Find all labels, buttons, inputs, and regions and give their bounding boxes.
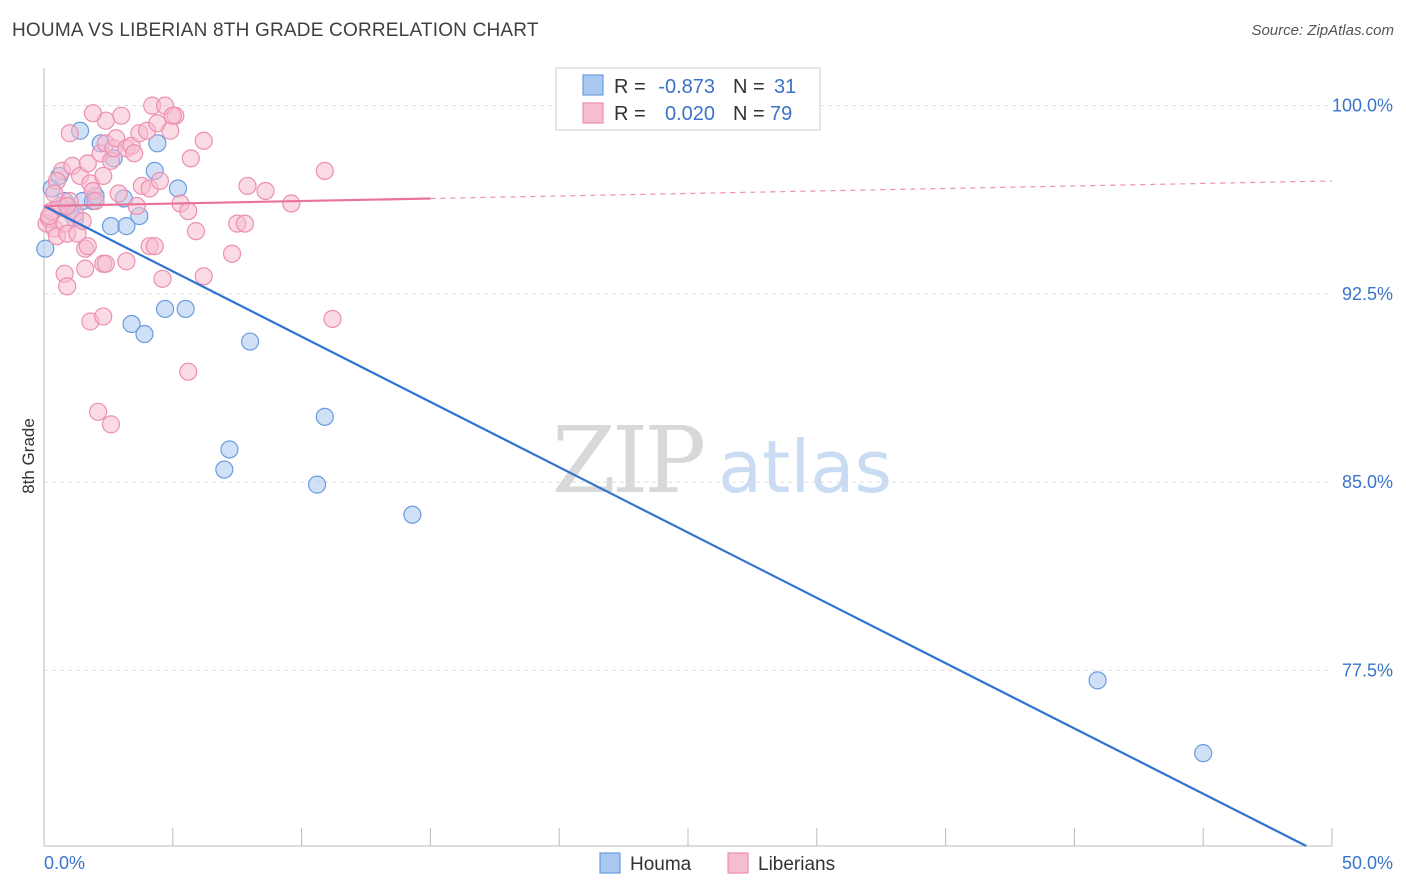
houma-point bbox=[36, 239, 55, 258]
liberian-point bbox=[94, 166, 113, 186]
liberian-point bbox=[112, 106, 131, 125]
x-tick-label-min: 0.0% bbox=[44, 853, 85, 873]
liberian-points bbox=[37, 96, 342, 434]
liberian-point bbox=[45, 184, 64, 203]
series-legend-label-houma: Houma bbox=[630, 854, 692, 875]
houma-trend-line bbox=[43, 205, 1307, 847]
liberian-point bbox=[109, 184, 128, 203]
liberian-point bbox=[194, 267, 213, 286]
y-tick-labels: 77.5% 85.0% 92.5% 100.0% bbox=[1332, 96, 1393, 681]
stats-legend-swatch-houma bbox=[582, 74, 604, 96]
houma-point bbox=[135, 324, 154, 344]
grid-lines bbox=[44, 105, 1332, 671]
stats-legend-n-label-liberian: N = bbox=[733, 103, 765, 125]
houma-point bbox=[101, 217, 121, 236]
liberian-point bbox=[315, 161, 334, 180]
liberian-point bbox=[256, 181, 275, 201]
houma-point bbox=[1088, 671, 1107, 690]
chart-source: Source: ZipAtlas.com bbox=[1251, 22, 1394, 39]
liberian-point bbox=[88, 402, 108, 421]
liberian-point bbox=[235, 214, 255, 233]
liberian-point bbox=[76, 259, 95, 278]
liberian-point bbox=[282, 194, 301, 213]
stats-legend-r-liberian: 0.020 bbox=[665, 103, 715, 125]
series-legend-swatch-liberian bbox=[727, 852, 749, 874]
series-legend-swatch-houma bbox=[599, 852, 621, 874]
liberian-point bbox=[78, 154, 97, 173]
x-ticks bbox=[43, 828, 1333, 846]
liberian-point bbox=[127, 196, 146, 216]
stats-legend: R = -0.873 N = 31 R = 0.020 N = 79 bbox=[555, 67, 821, 131]
liberian-point bbox=[179, 362, 198, 381]
houma-point bbox=[403, 505, 422, 524]
y-axis-label: 8th Grade bbox=[19, 418, 38, 494]
stats-legend-n-houma: 31 bbox=[774, 76, 796, 98]
watermark-zip: ZIP bbox=[552, 407, 703, 514]
houma-point bbox=[220, 440, 239, 459]
liberian-point bbox=[323, 309, 342, 329]
houma-point bbox=[117, 217, 136, 236]
liberian-point bbox=[181, 149, 200, 168]
series-legend-label-liberian: Liberians bbox=[758, 854, 835, 875]
y-tick-label: 77.5% bbox=[1342, 660, 1393, 680]
liberian-point bbox=[86, 191, 105, 211]
x-tick-label-max: 50.0% bbox=[1342, 853, 1393, 873]
liberian-point bbox=[58, 277, 77, 296]
houma-point bbox=[307, 475, 327, 494]
liberian-trend-line bbox=[43, 197, 431, 208]
liberian-point bbox=[60, 124, 79, 143]
liberian-point bbox=[78, 237, 97, 256]
chart-title: HOUMA VS LIBERIAN 8TH GRADE CORRELATION … bbox=[12, 20, 539, 41]
watermark-atlas: atlas bbox=[718, 425, 892, 509]
stats-legend-r-label-liberian: R = bbox=[614, 103, 646, 125]
stats-legend-r-label-houma: R = bbox=[614, 76, 646, 98]
liberian-point bbox=[145, 237, 164, 256]
liberian-point bbox=[150, 171, 170, 191]
stats-legend-swatch-liberian bbox=[582, 102, 604, 124]
liberian-trend-line-extension bbox=[430, 180, 1333, 200]
liberian-point bbox=[161, 121, 180, 140]
liberian-point bbox=[117, 252, 136, 271]
liberian-point bbox=[153, 269, 172, 288]
houma-point bbox=[176, 299, 195, 319]
liberian-point bbox=[186, 222, 206, 241]
liberian-point bbox=[73, 211, 92, 231]
houma-point bbox=[215, 460, 234, 479]
liberian-point bbox=[222, 244, 242, 263]
houma-point bbox=[122, 314, 141, 334]
trend-lines bbox=[43, 180, 1333, 847]
y-tick-label: 100.0% bbox=[1332, 96, 1393, 116]
liberian-point bbox=[194, 131, 213, 150]
series-legend: Houma Liberians bbox=[599, 852, 835, 875]
y-tick-label: 85.0% bbox=[1342, 472, 1393, 492]
liberian-point bbox=[179, 201, 198, 221]
liberian-point bbox=[94, 307, 113, 326]
liberian-point bbox=[163, 106, 182, 125]
liberian-point bbox=[83, 104, 103, 123]
houma-point bbox=[240, 332, 260, 351]
houma-point bbox=[315, 407, 334, 426]
houma-point bbox=[168, 179, 188, 198]
houma-point bbox=[148, 134, 167, 153]
stats-legend-n-label-houma: N = bbox=[733, 76, 765, 98]
liberian-point bbox=[96, 254, 115, 273]
houma-point bbox=[155, 299, 175, 319]
liberian-point bbox=[125, 144, 144, 163]
liberian-point bbox=[101, 415, 121, 434]
stats-legend-r-houma: -0.873 bbox=[658, 76, 715, 98]
watermark: ZIP atlas bbox=[552, 407, 892, 514]
liberian-point bbox=[40, 206, 59, 226]
liberian-point bbox=[238, 176, 257, 196]
stats-legend-n-liberian: 79 bbox=[770, 103, 792, 125]
houma-point bbox=[1194, 744, 1213, 763]
y-tick-label: 92.5% bbox=[1342, 284, 1393, 304]
